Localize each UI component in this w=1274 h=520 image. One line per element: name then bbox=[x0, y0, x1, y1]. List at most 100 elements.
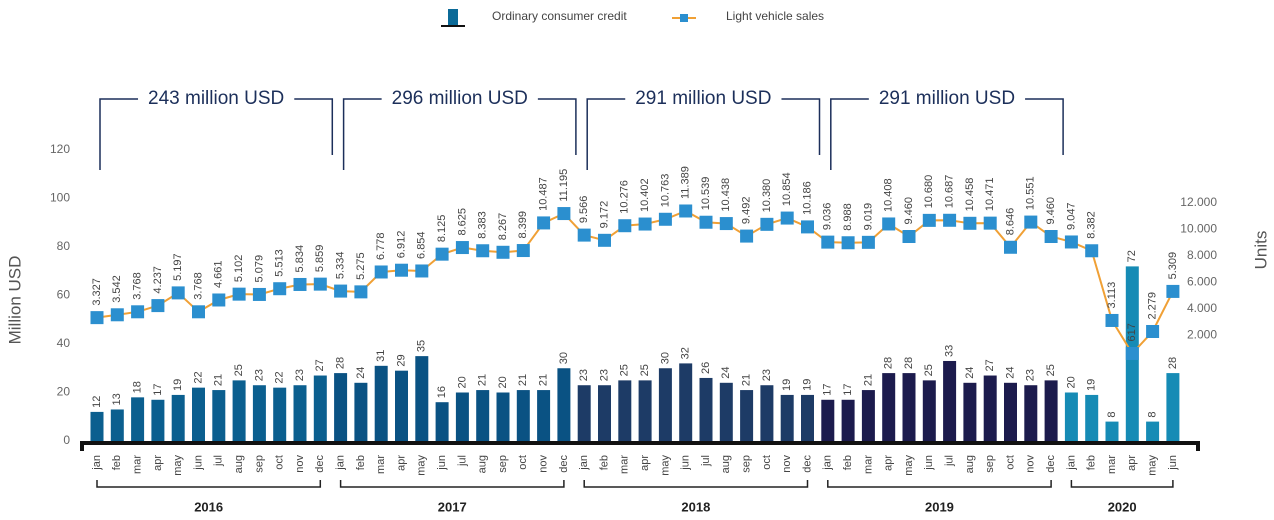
line-value-label: 2.279 bbox=[1147, 292, 1159, 320]
x-tick-label: nov bbox=[538, 455, 550, 473]
x-tick-label: jan bbox=[578, 455, 590, 471]
x-tick-label: aug bbox=[964, 455, 976, 473]
x-tick-label: mar bbox=[862, 455, 874, 474]
x-tick-label: nov bbox=[781, 455, 793, 473]
line-value-label: 9.019 bbox=[862, 203, 874, 231]
total-bracket bbox=[586, 98, 821, 170]
line-value-label: 9.460 bbox=[1045, 197, 1057, 225]
line-value-label: 5.102 bbox=[233, 255, 245, 283]
line-value-label: 8.399 bbox=[517, 211, 529, 239]
line-value-label: 5.197 bbox=[172, 253, 184, 281]
x-tick-label: mar bbox=[375, 455, 387, 474]
line-marker bbox=[801, 220, 814, 234]
line-marker bbox=[841, 236, 855, 250]
bar bbox=[760, 385, 774, 441]
line-marker bbox=[313, 277, 327, 291]
bar-value-label: 19 bbox=[801, 379, 813, 391]
bar bbox=[1004, 382, 1017, 441]
bar bbox=[496, 392, 510, 441]
y2-tick-label: 6.000 bbox=[1187, 274, 1217, 288]
line-value-label: 5.859 bbox=[314, 245, 326, 273]
line-value-label: 8.383 bbox=[477, 211, 489, 239]
bar-value-label: 19 bbox=[781, 379, 793, 391]
bar bbox=[273, 387, 287, 441]
y-tick-label: 100 bbox=[50, 191, 70, 205]
x-tick-label: dec bbox=[314, 455, 326, 473]
bar bbox=[1085, 394, 1099, 441]
x-tick-label: dec bbox=[801, 455, 813, 473]
bar-value-label: 12 bbox=[91, 396, 103, 408]
bar-value-label: 21 bbox=[538, 374, 550, 386]
bar-value-label: 30 bbox=[558, 352, 570, 364]
line-value-label: 5.513 bbox=[274, 249, 286, 277]
bar bbox=[192, 387, 205, 441]
x-tick-label: may bbox=[416, 455, 428, 476]
total-annotation: 296 million USD bbox=[392, 88, 528, 109]
bar-value-label: 16 bbox=[436, 386, 448, 398]
bar-value-label: 17 bbox=[842, 384, 854, 396]
annotation-bg bbox=[138, 88, 295, 110]
bar bbox=[293, 385, 307, 441]
bar-value-label: 26 bbox=[700, 362, 712, 374]
x-tick-label: mar bbox=[132, 455, 144, 474]
total-annotation: 291 million USD bbox=[879, 88, 1015, 109]
legend-label: Light vehicle sales bbox=[726, 9, 824, 23]
x-tick-label: apr bbox=[883, 455, 895, 471]
line-value-label: 9.172 bbox=[598, 201, 610, 229]
line-value-label: 10.408 bbox=[883, 178, 895, 212]
bar-value-label: 19 bbox=[172, 379, 184, 391]
bar-value-label: 21 bbox=[862, 374, 874, 386]
bar bbox=[171, 394, 185, 441]
bar-value-label: 21 bbox=[213, 374, 225, 386]
line-value-label: 10.551 bbox=[1025, 176, 1037, 210]
x-tick-label: feb bbox=[842, 455, 854, 470]
line-value-label: 8.125 bbox=[436, 215, 448, 243]
line-value-label: 9.036 bbox=[822, 203, 834, 231]
bar bbox=[801, 394, 814, 441]
line-value-label: 4.661 bbox=[213, 260, 225, 288]
bar bbox=[618, 380, 632, 441]
bar bbox=[882, 373, 896, 441]
bar-value-label: 28 bbox=[883, 357, 895, 369]
bar bbox=[1024, 385, 1038, 441]
bar bbox=[1146, 421, 1160, 441]
bar-value-label: 8 bbox=[1106, 411, 1118, 417]
line-marker bbox=[577, 228, 591, 242]
bar-value-label: 28 bbox=[335, 357, 347, 369]
bar-value-label: 30 bbox=[659, 352, 671, 364]
bar-value-label: 21 bbox=[741, 374, 753, 386]
x-tick-label: apr bbox=[1126, 455, 1138, 471]
line-marker bbox=[171, 286, 185, 300]
line-marker bbox=[598, 233, 611, 247]
y-tick-label: 80 bbox=[57, 239, 71, 253]
line-marker bbox=[1044, 230, 1058, 244]
bar-value-label: 25 bbox=[923, 364, 935, 376]
line-value-label: 10.402 bbox=[639, 178, 651, 212]
bar bbox=[212, 390, 226, 441]
line-marker bbox=[435, 247, 449, 261]
line-marker bbox=[861, 235, 875, 249]
x-tick-label: nov bbox=[294, 455, 306, 473]
x-tick-label: jan bbox=[1065, 455, 1077, 471]
bar-value-label: 22 bbox=[274, 371, 286, 383]
x-tick-label: may bbox=[1147, 455, 1159, 476]
line-marker bbox=[780, 211, 794, 225]
y2-tick-label: 12.000 bbox=[1180, 195, 1217, 209]
bar bbox=[1064, 392, 1078, 441]
bar-value-label: 13 bbox=[111, 393, 123, 405]
bar-value-label: 25 bbox=[639, 364, 651, 376]
bar bbox=[131, 397, 145, 441]
bar bbox=[415, 356, 429, 441]
line-marker bbox=[902, 230, 916, 244]
bar-value-label: 17 bbox=[822, 384, 834, 396]
line-marker bbox=[638, 217, 652, 231]
x-tick-label: feb bbox=[355, 455, 367, 470]
y2-tick-label: 10.000 bbox=[1180, 222, 1217, 236]
line-value-label: 10.438 bbox=[720, 178, 732, 212]
line-marker bbox=[131, 305, 145, 319]
bar bbox=[395, 370, 408, 441]
line-marker bbox=[334, 284, 348, 298]
bar bbox=[780, 394, 794, 441]
bar-value-label: 21 bbox=[517, 374, 529, 386]
bar-value-label: 33 bbox=[944, 345, 956, 357]
